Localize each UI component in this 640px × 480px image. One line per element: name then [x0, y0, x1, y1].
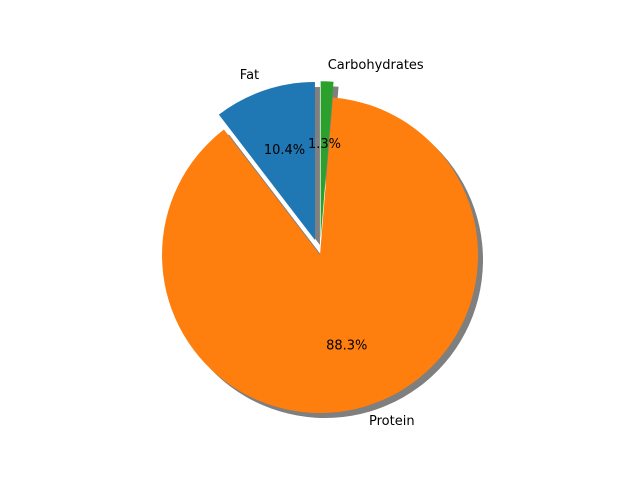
pie-slice-carbohydrates: [320, 81, 334, 240]
slice-percent-fat: 10.4%: [264, 143, 305, 158]
slice-percent-protein: 88.3%: [326, 338, 367, 353]
slice-layer: [162, 81, 479, 413]
slice-label-protein: Protein: [369, 414, 415, 429]
pie-slice-protein: [162, 97, 479, 413]
label-layer: Fat 10.4% Protein 88.3% Carbohydrates 1.3%: [240, 58, 424, 429]
slice-percent-carbohydrates: 1.3%: [308, 137, 341, 152]
pie-slice-fat: [218, 82, 315, 241]
slice-label-fat: Fat: [240, 68, 259, 83]
slice-label-carbohydrates: Carbohydrates: [328, 58, 424, 73]
